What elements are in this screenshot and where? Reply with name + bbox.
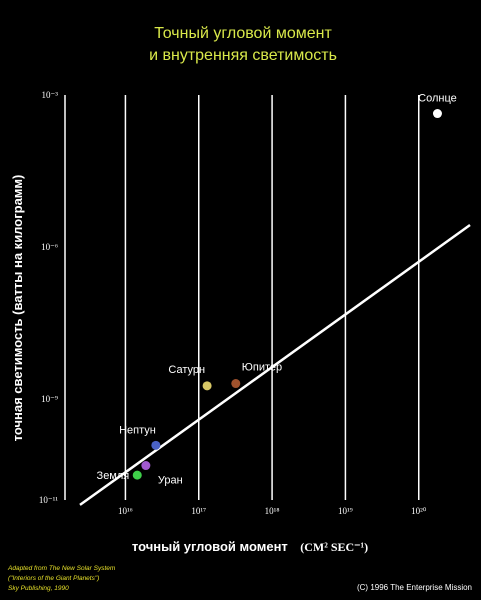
y-tick-label-2: 10⁻⁹: [41, 394, 58, 404]
x-tick-labels: 10¹⁶ 10¹⁷ 10¹⁸ 10¹⁹ 10²⁰: [118, 506, 427, 516]
credit-line-2: ("Interiors of the Giant Planets"): [8, 575, 99, 582]
point-4-marker: [141, 461, 151, 471]
x-axis-label-group: точный угловой момент (CM² SEC⁻¹): [132, 538, 368, 555]
y-tick-label-3: 10⁻¹¹: [39, 495, 58, 505]
credit-line-1: Adapted from The New Solar System: [7, 565, 116, 572]
x-tick-label-2: 10¹⁸: [265, 506, 280, 516]
chart-title-line-2: и внутренняя светимость: [149, 47, 337, 64]
y-tick-label-1: 10⁻⁶: [41, 242, 58, 252]
data-points: Солнце Юпитер Сатурн Нептун Уран Земля: [97, 93, 457, 487]
point-0-marker: [432, 109, 442, 119]
credit-line-3: Sky Publishing, 1990: [8, 585, 69, 592]
trend-line-group: [79, 224, 471, 506]
x-axis-label: точный угловой момент: [132, 539, 288, 554]
point-4-label: Уран: [158, 475, 183, 487]
y-tick-labels: 10⁻³ 10⁻⁶ 10⁻⁹ 10⁻¹¹: [39, 90, 58, 505]
x-tick-label-4: 10²⁰: [411, 506, 427, 516]
trend-line: [79, 224, 471, 506]
point-5-label: Земля: [97, 470, 130, 482]
x-tick-label-0: 10¹⁶: [118, 506, 133, 516]
point-3-marker: [151, 440, 161, 450]
copyright: (C) 1996 The Enterprise Mission: [357, 583, 472, 592]
x-axis-unit: (CM² SEC⁻¹): [300, 540, 368, 554]
y-tick-label-0: 10⁻³: [42, 90, 59, 100]
chart-title-line-1: Точный угловой момент: [154, 25, 332, 42]
point-1-label: Юпитер: [242, 362, 282, 374]
point-2-label: Сатурн: [168, 364, 205, 376]
x-tick-label-1: 10¹⁷: [191, 506, 206, 516]
point-2-marker: [202, 381, 212, 391]
point-0-label: Солнце: [418, 93, 457, 105]
y-axis-label: точная светимость (ватты на килограмм): [10, 175, 25, 442]
grid: [124, 95, 420, 500]
x-tick-label-3: 10¹⁹: [338, 506, 353, 516]
point-3-label: Нептун: [119, 424, 156, 436]
point-1-marker: [231, 379, 241, 389]
point-5-marker: [132, 470, 142, 480]
